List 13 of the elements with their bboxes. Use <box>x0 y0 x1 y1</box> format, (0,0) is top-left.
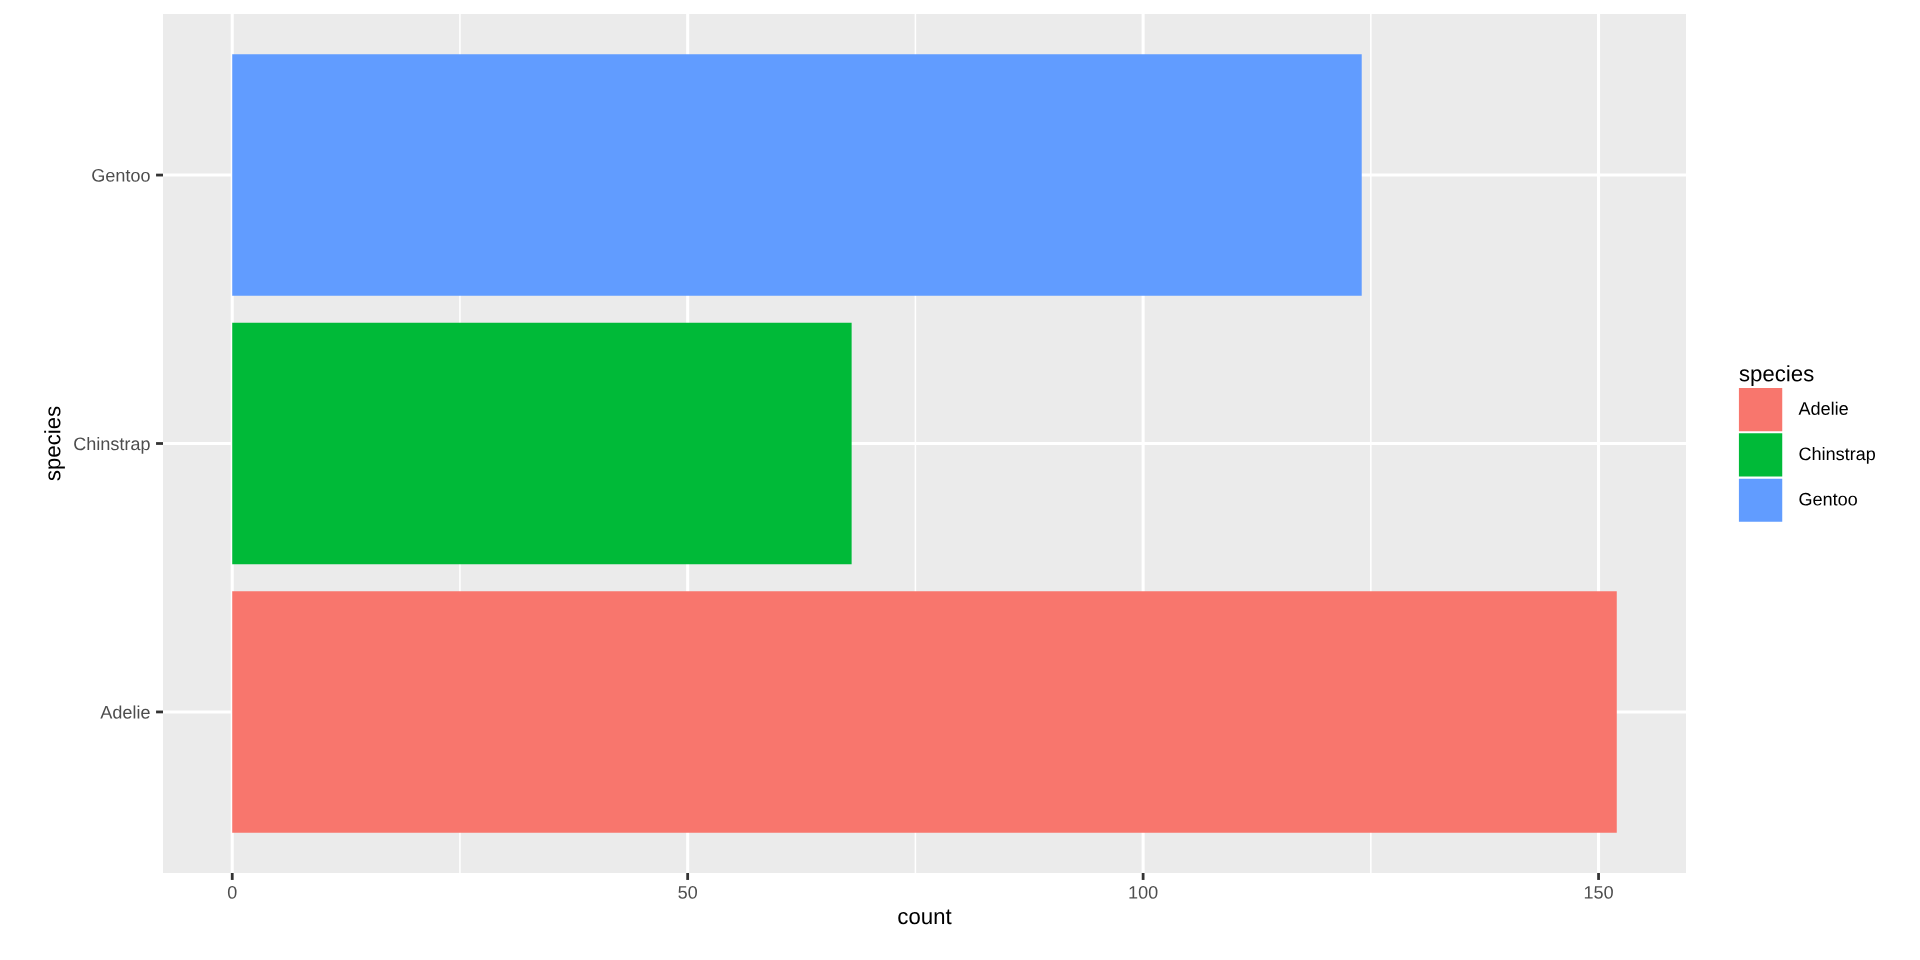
y-axis-title: species <box>44 406 65 481</box>
legend-label: Chinstrap <box>1799 447 1876 464</box>
x-tick-label: 100 <box>1129 885 1158 899</box>
y-tick-label: Adelie <box>100 705 150 719</box>
x-axis-title: count <box>898 909 952 925</box>
y-tick-label: Chinstrap <box>74 436 150 454</box>
legend-title: species <box>1739 365 1814 386</box>
legend-label: Adelie <box>1798 401 1848 415</box>
x-tick-label: 0 <box>227 885 237 899</box>
y-tick-label: Gentoo <box>92 169 150 182</box>
x-tick-label: 50 <box>678 885 698 899</box>
legend-label: Gentoo <box>1799 492 1857 506</box>
x-tick-label: 150 <box>1584 885 1613 899</box>
